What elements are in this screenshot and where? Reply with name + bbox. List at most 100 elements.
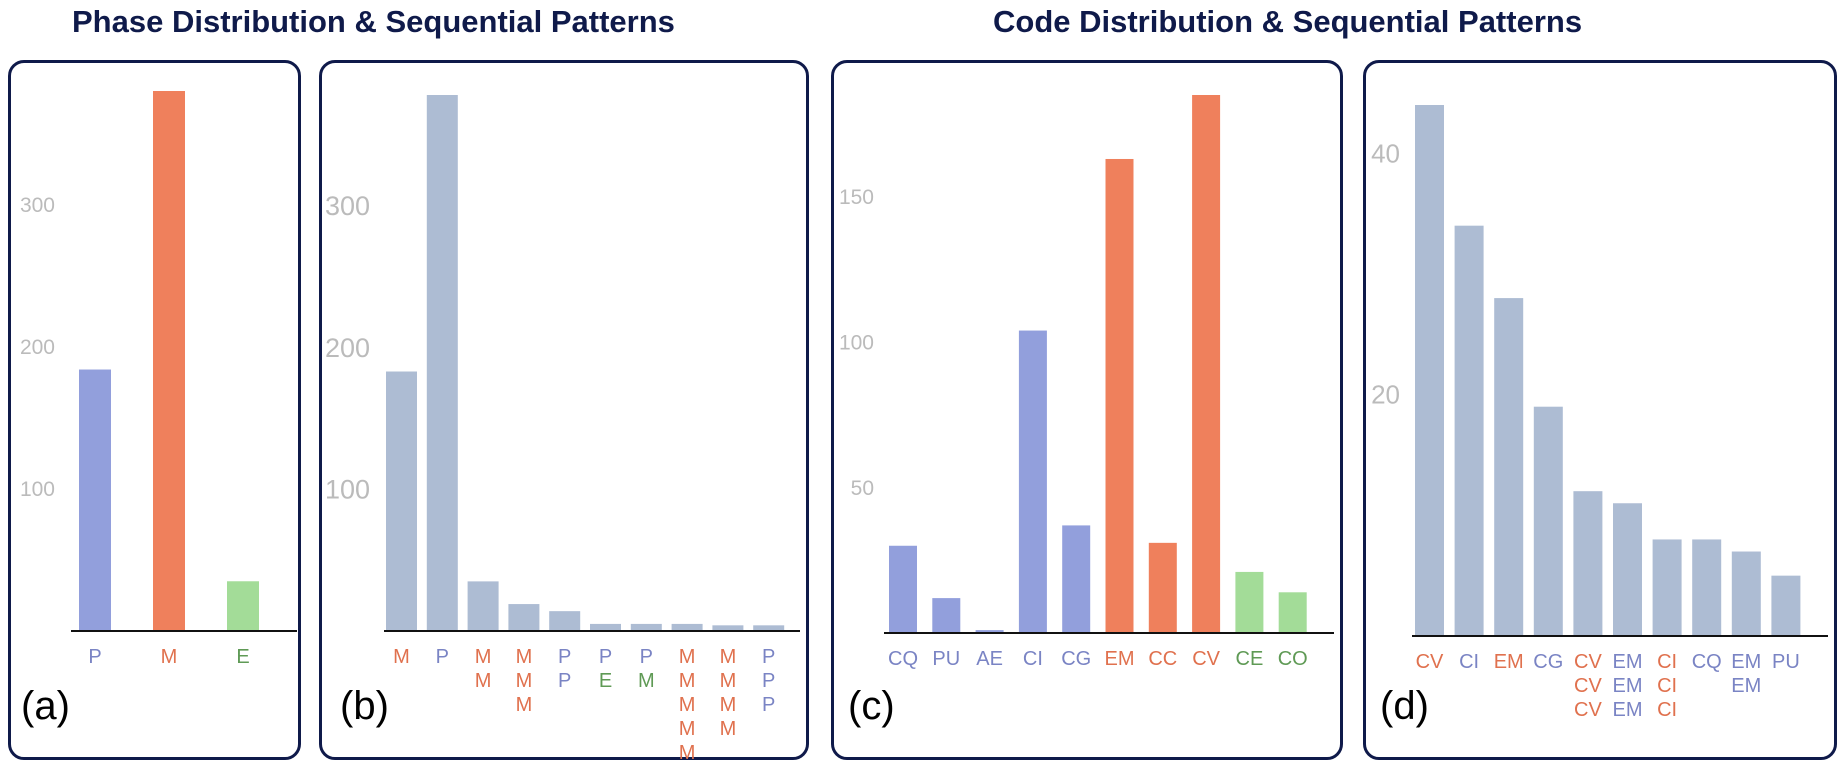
x-tick-label: M bbox=[679, 742, 696, 763]
y-tick-label: 50 bbox=[851, 477, 874, 500]
x-tick-label: M bbox=[475, 670, 492, 692]
bar bbox=[227, 581, 259, 631]
bar bbox=[630, 623, 662, 631]
y-tick-label: 20 bbox=[1371, 380, 1400, 410]
bar bbox=[467, 581, 499, 631]
x-tick-label: EM bbox=[1731, 651, 1761, 673]
y-tick-label: 300 bbox=[20, 194, 55, 217]
x-tick-label: M bbox=[516, 670, 533, 692]
x-tick-label: P bbox=[762, 670, 775, 692]
x-tick-label: M bbox=[720, 670, 737, 692]
y-tick-label: 150 bbox=[839, 186, 874, 209]
x-tick-label: M bbox=[679, 646, 696, 668]
panel-label-a: (a) bbox=[21, 684, 70, 728]
x-tick-label: CV bbox=[1192, 648, 1220, 670]
x-tick-label: CO bbox=[1278, 648, 1308, 670]
panel-label-d: (d) bbox=[1380, 684, 1429, 728]
chart-panel-c: 50 100 150 CQ PU AE CI CG EM CC CV CE CO (c) bbox=[831, 60, 1343, 760]
bar bbox=[1771, 575, 1801, 636]
x-tick-label: P bbox=[558, 670, 571, 692]
chart-panel-d: 20 40 CV CI EM CG CV CV CV EM EM EM CI CI CI CQ EM EM PU (… bbox=[1363, 60, 1837, 760]
bar bbox=[712, 625, 744, 631]
x-tick-label: CV bbox=[1574, 651, 1602, 673]
bar bbox=[508, 604, 540, 631]
x-tick-label: M bbox=[638, 670, 655, 692]
x-tick-label: M bbox=[516, 646, 533, 668]
x-tick-label: E bbox=[599, 670, 612, 692]
x-tick-label: P bbox=[558, 646, 571, 668]
x-tick-label: M bbox=[393, 646, 410, 668]
x-tick-label: M bbox=[679, 718, 696, 740]
y-tick-label: 200 bbox=[20, 336, 55, 359]
y-tick-label: 100 bbox=[325, 475, 370, 505]
x-tick-label: CG bbox=[1533, 651, 1563, 673]
bar bbox=[1692, 539, 1722, 636]
bar bbox=[1573, 491, 1603, 636]
bar bbox=[79, 369, 111, 631]
x-tick-label: CV bbox=[1574, 699, 1602, 721]
bar bbox=[1018, 330, 1047, 633]
phase-heading: Phase Distribution & Sequential Patterns bbox=[72, 4, 675, 39]
y-tick-label: 200 bbox=[325, 333, 370, 363]
x-tick-label: CG bbox=[1061, 648, 1091, 670]
bar bbox=[1494, 298, 1524, 636]
x-tick-label: PU bbox=[932, 648, 960, 670]
x-tick-label: CV bbox=[1416, 651, 1444, 673]
x-tick-label: EM bbox=[1613, 699, 1643, 721]
x-tick-label: M bbox=[720, 694, 737, 716]
bar bbox=[753, 625, 785, 631]
x-tick-label: EM bbox=[1613, 651, 1643, 673]
bar bbox=[1731, 551, 1761, 636]
chart-panel-a: 100 200 300 P M E (a) bbox=[8, 60, 301, 760]
bar bbox=[1454, 225, 1484, 636]
chart-panel-b: 100 200 300 M P M M M M M P P P E P M M M M M M M M M M P P P (b) bbox=[319, 60, 809, 763]
x-tick-label: CQ bbox=[1692, 651, 1722, 673]
bar bbox=[549, 611, 581, 631]
bar bbox=[1533, 406, 1563, 636]
bar bbox=[426, 95, 458, 631]
code-heading: Code Distribution & Sequential Patterns bbox=[993, 4, 1583, 39]
bar bbox=[1148, 542, 1177, 633]
x-tick-label: M bbox=[516, 694, 533, 716]
y-tick-label: 300 bbox=[325, 191, 370, 221]
x-tick-label: M bbox=[720, 718, 737, 740]
bar bbox=[1105, 158, 1134, 633]
x-tick-label: CI bbox=[1459, 651, 1479, 673]
y-tick-label: 100 bbox=[20, 478, 55, 501]
x-tick-label: CI bbox=[1657, 675, 1677, 697]
x-tick-label: CI bbox=[1657, 699, 1677, 721]
x-tick-label: CI bbox=[1657, 651, 1677, 673]
x-tick-label: CV bbox=[1574, 675, 1602, 697]
panel-label-c: (c) bbox=[848, 684, 895, 728]
bar bbox=[1415, 105, 1444, 636]
x-tick-label: CE bbox=[1236, 648, 1264, 670]
x-tick-label: M bbox=[679, 694, 696, 716]
x-tick-label: EM bbox=[1613, 675, 1643, 697]
x-tick-label: EM bbox=[1105, 648, 1135, 670]
y-tick-label: 100 bbox=[839, 332, 874, 355]
panel-label-b: (b) bbox=[340, 684, 389, 728]
bar bbox=[386, 371, 417, 631]
bar bbox=[1062, 525, 1091, 633]
bar bbox=[975, 630, 1004, 633]
x-tick-label: P bbox=[436, 646, 449, 668]
bar bbox=[671, 623, 703, 631]
x-tick-label: E bbox=[236, 646, 249, 668]
x-tick-label: P bbox=[762, 646, 775, 668]
x-tick-label: M bbox=[475, 646, 492, 668]
x-tick-label: P bbox=[88, 646, 101, 668]
bar bbox=[590, 623, 621, 631]
chart-c: 50 100 150 CQ PU AE CI CG EM CC CV CE CO bbox=[839, 95, 1334, 670]
bar bbox=[889, 545, 917, 633]
bar bbox=[1192, 95, 1221, 633]
x-tick-label: PU bbox=[1772, 651, 1800, 673]
x-tick-label: P bbox=[599, 646, 612, 668]
bar bbox=[932, 598, 961, 633]
y-tick-label: 40 bbox=[1371, 138, 1400, 168]
bar bbox=[1613, 503, 1642, 636]
chart-a: 100 200 300 P M E bbox=[20, 91, 297, 668]
x-tick-label: P bbox=[762, 694, 775, 716]
x-tick-label: M bbox=[161, 646, 178, 668]
